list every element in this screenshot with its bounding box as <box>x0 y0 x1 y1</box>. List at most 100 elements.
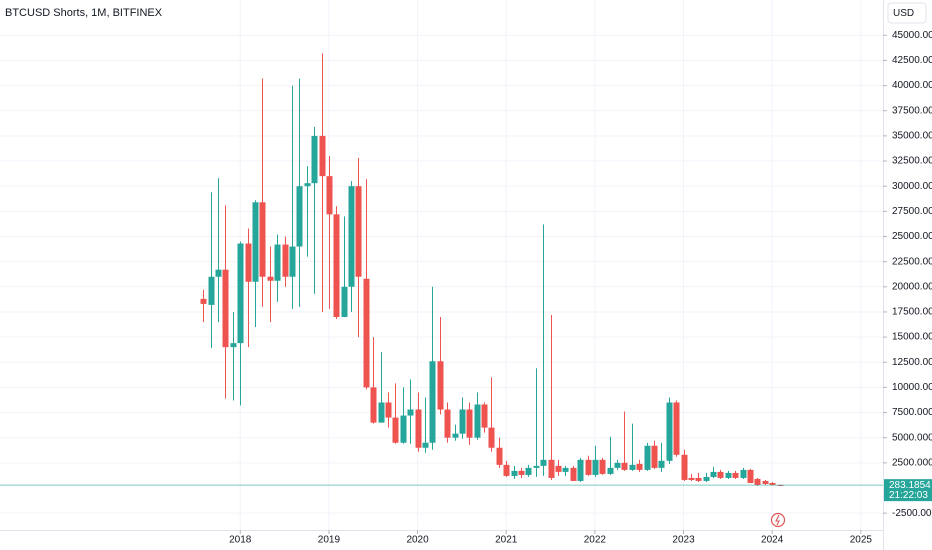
x-tick-label: 2018 <box>229 535 252 546</box>
candle-body <box>599 459 606 474</box>
candle-body <box>474 404 481 438</box>
x-tick-label: 2022 <box>584 535 607 546</box>
candle-body <box>754 478 761 485</box>
candle-body <box>570 467 577 481</box>
y-tick-label: 12500.0000 <box>892 357 932 368</box>
y-tick-label: -2500.0000 <box>892 508 932 519</box>
candle-body <box>607 467 614 474</box>
candle-body <box>252 202 259 282</box>
candle-body <box>274 244 281 281</box>
candle-body <box>577 459 584 481</box>
y-tick-label: 15000.0000 <box>892 332 932 343</box>
y-tick-label: 27500.0000 <box>892 206 932 217</box>
x-tick-label: 2020 <box>406 535 429 546</box>
candle-body <box>503 464 510 476</box>
candle-body <box>208 276 215 305</box>
candle-body <box>732 472 739 478</box>
y-tick-label: 30000.0000 <box>892 181 932 192</box>
candle-body <box>355 186 362 277</box>
candle-body <box>725 472 732 478</box>
last-price-box <box>884 479 932 502</box>
candle-body <box>459 409 466 434</box>
candle-body <box>533 465 540 468</box>
candle-body <box>245 243 252 282</box>
candle-body <box>222 269 229 348</box>
y-tick-label: 17500.0000 <box>892 307 932 318</box>
candle-body <box>378 402 385 423</box>
x-tick-label: 2025 <box>850 535 873 546</box>
y-tick-label: 2500.0000 <box>892 457 932 468</box>
candle-body <box>673 402 680 455</box>
candle-body <box>341 286 348 317</box>
icon-bolt[interactable] <box>775 514 780 526</box>
candle-body <box>636 463 643 470</box>
last-price-label: 283.1854 <box>889 480 931 491</box>
candle-body <box>296 186 303 247</box>
candle-body <box>385 402 392 418</box>
candle-body <box>621 462 628 470</box>
candle-body <box>717 471 724 478</box>
candle-body <box>740 469 747 478</box>
candle-body <box>666 402 673 461</box>
x-tick-label: 2021 <box>495 535 518 546</box>
candle-body <box>762 480 769 484</box>
candle-body <box>644 445 651 470</box>
x-tick-label: 2023 <box>672 535 695 546</box>
candle-body <box>326 176 333 215</box>
candle-body <box>230 343 237 348</box>
currency-box[interactable] <box>887 2 927 24</box>
candle-body <box>437 361 444 410</box>
x-tick-label: 2024 <box>761 535 784 546</box>
candle-body <box>518 470 525 475</box>
candle-body <box>555 465 562 472</box>
candle-body <box>259 202 266 277</box>
candle-body <box>348 186 355 287</box>
candle-body <box>651 445 658 468</box>
candle-body <box>452 433 459 438</box>
y-tick-label: 25000.0000 <box>892 231 932 242</box>
candle-body <box>215 269 222 277</box>
candle-body <box>548 459 555 478</box>
candle-body <box>511 470 518 476</box>
y-tick-label: 32500.0000 <box>892 156 932 167</box>
candle-body <box>488 427 495 448</box>
currency-label[interactable]: USD <box>893 8 914 19</box>
candles <box>200 53 784 486</box>
candle-body <box>267 276 274 281</box>
y-tick-label: 10000.0000 <box>892 382 932 393</box>
candle-body <box>614 462 621 468</box>
candle-body <box>429 361 436 443</box>
candle-body <box>688 477 695 480</box>
icon-circle[interactable] <box>770 512 786 528</box>
candle-body <box>525 467 532 475</box>
candle-body <box>237 243 244 344</box>
y-tick-label: 22500.0000 <box>892 256 932 267</box>
candle-body <box>466 409 473 438</box>
candle-body <box>289 246 296 277</box>
candle-body <box>540 459 547 466</box>
candle-body <box>415 409 422 448</box>
candle-body <box>695 477 702 481</box>
candle-body <box>658 460 665 468</box>
candle-body <box>747 469 754 483</box>
candle-body <box>363 278 370 388</box>
replay-icon[interactable] <box>770 512 786 528</box>
countdown-label: 21:22:03 <box>889 490 928 501</box>
candle-body <box>496 447 503 465</box>
candle-body <box>282 244 289 277</box>
candle-body <box>585 459 592 475</box>
candle-body <box>592 459 599 475</box>
candle-body <box>481 404 488 428</box>
candle-body <box>200 298 207 304</box>
chart-title: BTCUSD Shorts, 1M, BITFINEX <box>5 7 163 19</box>
candle-body <box>370 387 377 423</box>
y-tick-label: 7500.0000 <box>892 407 932 418</box>
candle-body <box>407 409 414 416</box>
candle-body <box>710 471 717 477</box>
y-tick-label: 5000.0000 <box>892 432 932 443</box>
candle-body <box>333 214 340 317</box>
candle-body <box>304 183 311 187</box>
